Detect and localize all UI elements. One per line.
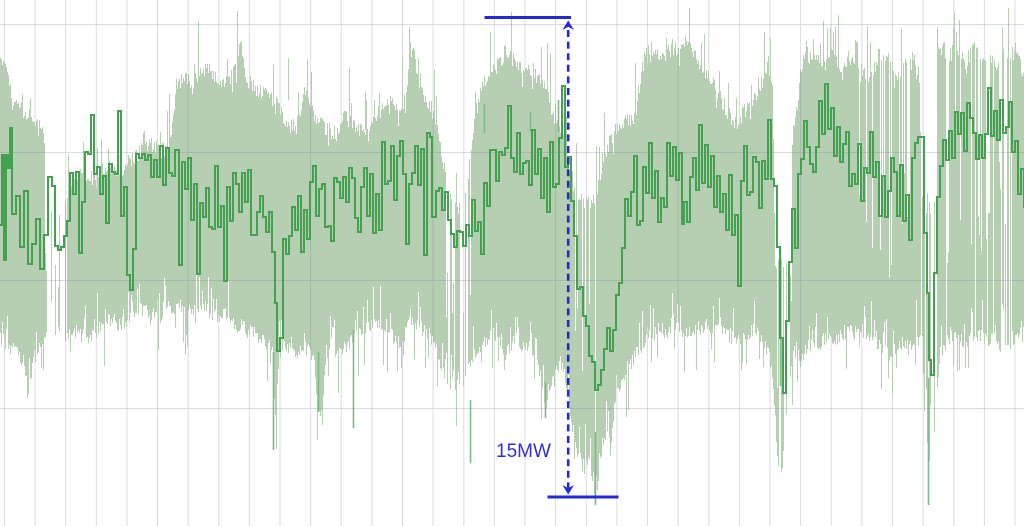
svg-text:15MW: 15MW: [496, 441, 551, 462]
